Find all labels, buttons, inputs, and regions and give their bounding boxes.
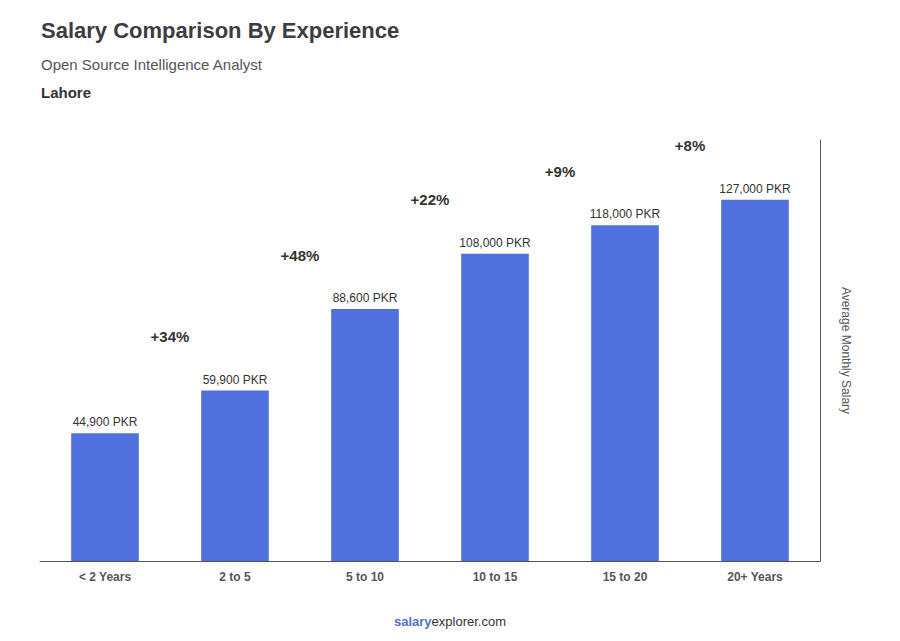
svg-text:< 2 Years: < 2 Years [79, 570, 131, 584]
svg-text:Lahore: Lahore [41, 84, 91, 101]
svg-text:88,600 PKR: 88,600 PKR [333, 291, 398, 305]
svg-text:+48%: +48% [281, 247, 320, 264]
svg-text:+22%: +22% [411, 191, 450, 208]
svg-text:2 to 5: 2 to 5 [219, 570, 251, 584]
svg-text:salary: salary [394, 614, 432, 629]
svg-text:Salary Comparison By Experienc: Salary Comparison By Experience [41, 18, 399, 43]
svg-text:15 to 20: 15 to 20 [603, 570, 648, 584]
svg-text:5 to 10: 5 to 10 [346, 570, 384, 584]
svg-text:Average Monthly Salary: Average Monthly Salary [839, 287, 853, 414]
svg-text:+8%: +8% [675, 137, 705, 154]
svg-text:10 to 15: 10 to 15 [473, 570, 518, 584]
svg-text:+9%: +9% [545, 163, 575, 180]
svg-text:108,000 PKR: 108,000 PKR [459, 236, 531, 250]
svg-text:127,000 PKR: 127,000 PKR [719, 182, 791, 196]
svg-text:+34%: +34% [151, 328, 190, 345]
svg-text:Open Source Intelligence Analy: Open Source Intelligence Analyst [41, 56, 263, 73]
svg-text:explorer.com: explorer.com [432, 614, 506, 629]
svg-text:59,900 PKR: 59,900 PKR [203, 373, 268, 387]
svg-text:118,000 PKR: 118,000 PKR [590, 207, 661, 221]
svg-text:44,900 PKR: 44,900 PKR [73, 415, 138, 429]
svg-text:20+ Years: 20+ Years [727, 570, 783, 584]
